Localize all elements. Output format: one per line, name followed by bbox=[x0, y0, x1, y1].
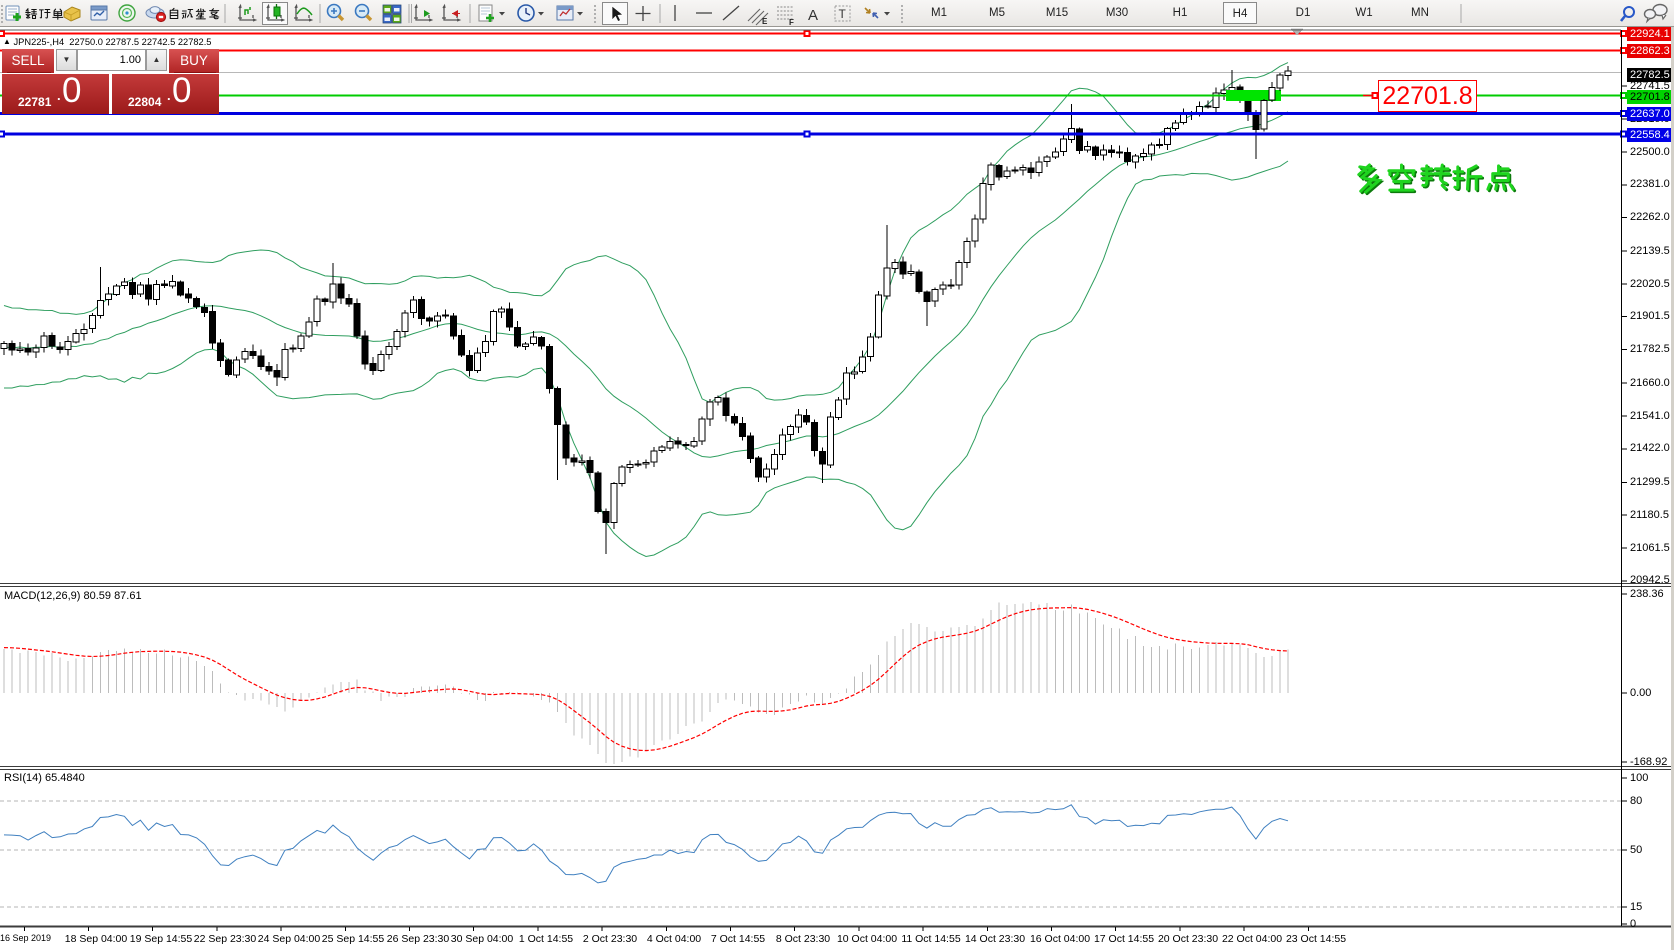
svg-text:F: F bbox=[789, 18, 794, 27]
svg-text:T: T bbox=[839, 7, 847, 21]
svg-text:A: A bbox=[808, 7, 818, 24]
svg-text:E: E bbox=[762, 17, 768, 26]
